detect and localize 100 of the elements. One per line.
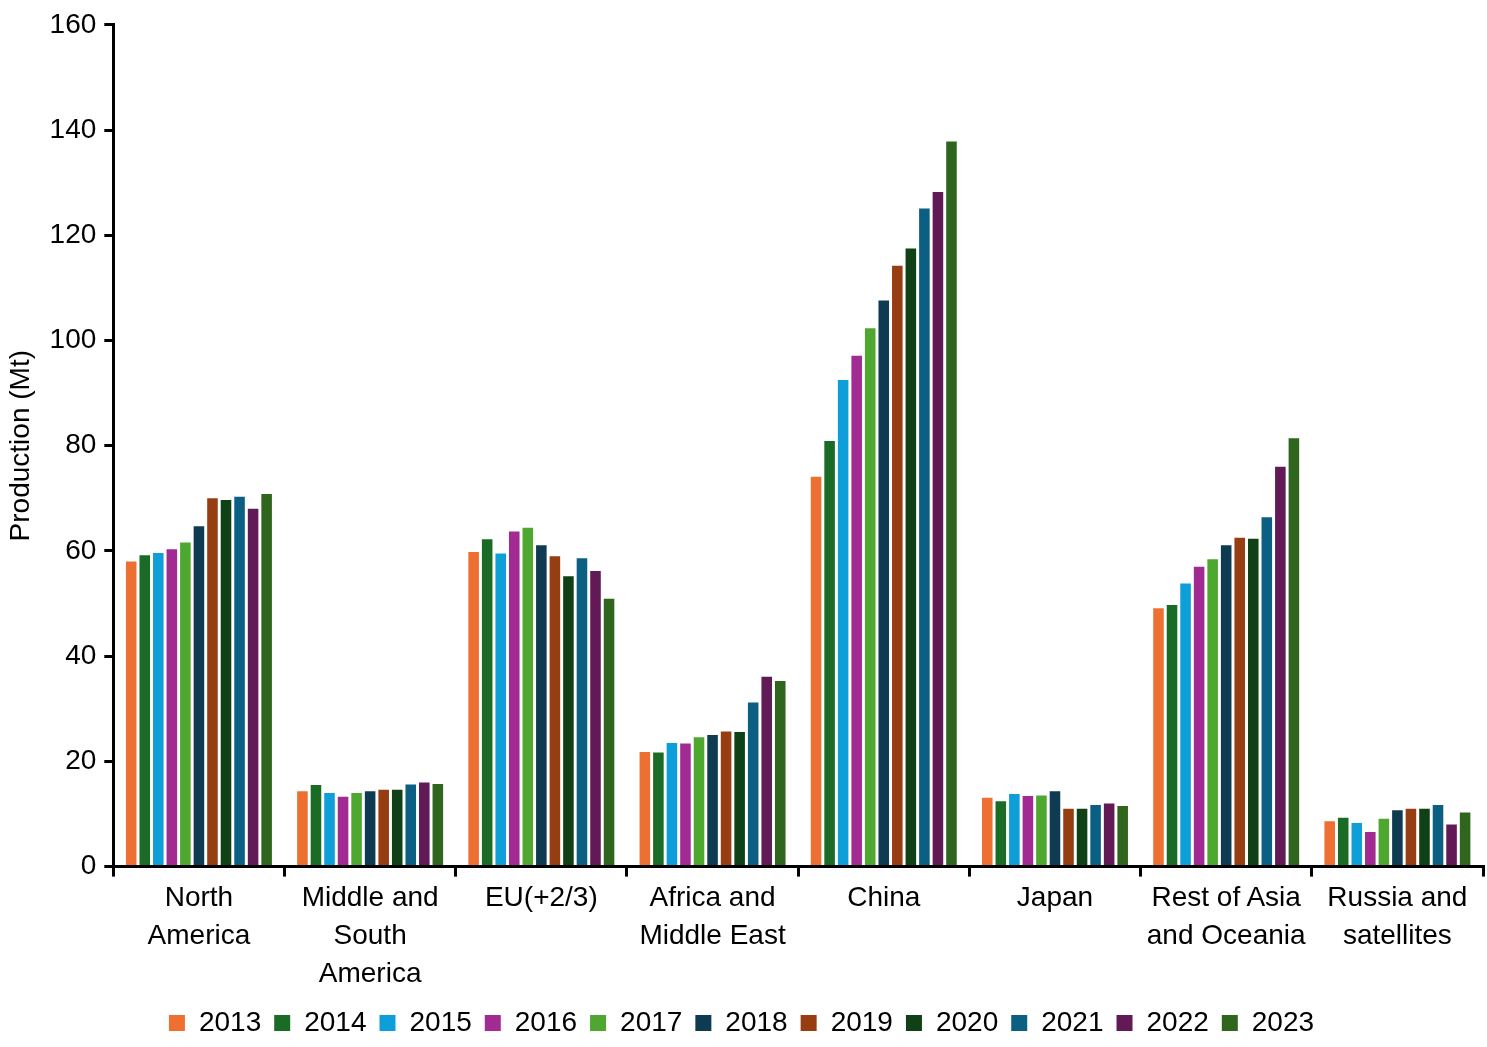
bar [166,549,178,866]
bar [207,498,218,866]
bar [297,791,308,866]
bar [747,702,759,866]
x-tick-label: Russia and satellites [1327,881,1468,951]
bar [1432,805,1444,866]
bar [892,265,903,866]
bar [1405,808,1417,866]
y-tick-label: 120 [49,217,97,249]
y-tick-label: 40 [65,638,97,670]
bar [1446,824,1457,866]
bar [1337,817,1349,866]
bar [1022,796,1034,866]
bar [1324,821,1335,866]
bar [1180,583,1191,866]
bar [536,545,547,866]
bar [139,555,151,866]
bar [391,789,403,866]
bar [774,680,786,866]
bar [180,542,191,866]
legend-label: 2020 [935,1005,999,1037]
bar [324,792,335,866]
bar [1166,605,1178,866]
bar [364,791,376,866]
bar [851,355,862,866]
bar [1351,822,1363,866]
bar [247,508,259,866]
bar [1117,806,1128,866]
bar [1392,810,1403,866]
bar [1459,812,1471,866]
bar [946,141,957,866]
bar [220,499,232,866]
bar [1419,808,1430,866]
bar [153,553,164,866]
bar [680,743,691,866]
bar [761,676,772,866]
bar [1063,808,1074,866]
y-tick-label: 0 [80,849,97,881]
bar [864,328,876,866]
bar [1247,538,1259,866]
bar [1275,466,1286,866]
bar [193,526,205,866]
bar [432,784,444,866]
legend-label: 2015 [409,1005,472,1037]
bar [837,379,849,866]
x-tick-label: Africa and Middle East [639,881,786,951]
bar [878,300,890,866]
bar [1220,545,1232,866]
bar [468,551,479,866]
bar [995,801,1007,866]
bar [919,208,930,866]
y-tick-label: 20 [65,744,97,776]
y-axis-title: Production (Mt) [3,350,35,542]
bar [508,531,520,866]
bar [1090,805,1101,866]
legend-label: 2018 [725,1005,788,1037]
bar [1049,791,1061,866]
bar [1103,803,1115,866]
bar [824,440,835,866]
legend-label: 2022 [1146,1005,1209,1037]
x-tick-label: Rest of Asia and Oceania [1146,881,1306,951]
bar [1365,831,1376,866]
bar [337,796,349,866]
y-tick-label: 160 [49,7,97,39]
x-tick-label: North America [147,881,251,951]
y-tick-label: 60 [65,533,97,565]
x-tick-label: Japan [1016,881,1094,913]
bar [720,731,732,866]
bar [1153,608,1164,866]
bar [261,494,272,866]
bar [563,576,574,866]
legend-label: 2013 [198,1005,262,1037]
bar [1076,808,1088,866]
y-tick-label: 100 [49,323,97,355]
legend-label: 2017 [620,1005,683,1037]
bar [639,751,651,866]
bar [1288,438,1300,866]
bar [522,527,534,866]
x-tick-label: China [847,881,921,913]
legend-label: 2021 [1041,1005,1104,1037]
bar [1261,517,1273,866]
bar [351,792,362,866]
bar [1234,537,1246,866]
bar [125,561,137,866]
bar [603,598,615,866]
bar [1193,566,1205,866]
bar [707,735,718,866]
legend-label: 2014 [304,1005,367,1037]
bar [405,784,417,866]
bar [310,785,322,866]
y-tick-label: 140 [49,112,97,144]
bar [378,789,389,866]
legend-label: 2023 [1251,1005,1315,1037]
bar [1378,818,1390,866]
legend-label: 2019 [830,1005,893,1037]
bar [981,797,993,866]
bar [1009,794,1020,866]
bar [481,539,493,866]
bar [693,737,705,866]
bar [734,731,745,866]
